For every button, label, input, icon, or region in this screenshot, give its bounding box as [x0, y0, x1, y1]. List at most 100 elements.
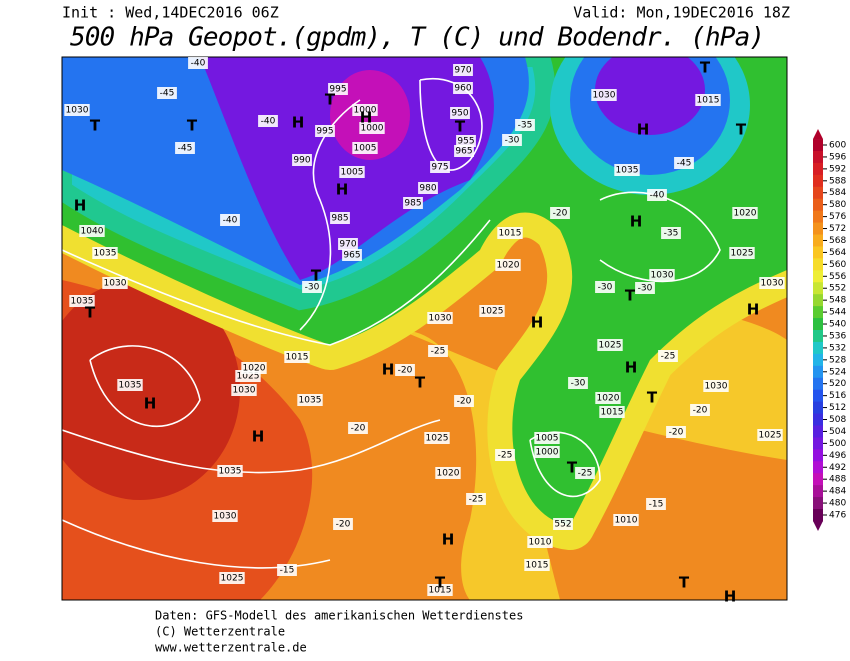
colorbar-label: 556 [829, 272, 846, 282]
map-label: -40 [650, 191, 665, 201]
label-box [359, 122, 385, 134]
label-box [456, 135, 476, 147]
label-box [342, 249, 362, 261]
label-box [595, 392, 621, 404]
colorbar-label: 580 [829, 200, 846, 210]
pressure-center: T [311, 267, 322, 285]
map-label: -30 [305, 283, 320, 293]
pressure-center: H [74, 197, 87, 215]
colorbar-label: 536 [829, 331, 846, 341]
map-label: 965 [455, 147, 472, 157]
label-box [92, 247, 118, 259]
colorbar-label: 584 [829, 188, 846, 198]
colorbar-swatch [813, 377, 823, 391]
map-label: 1030 [429, 314, 452, 324]
pressure-center: T [415, 374, 426, 392]
pressure-center: H [360, 109, 373, 127]
label-box [424, 432, 450, 444]
map-label: 1000 [361, 124, 384, 134]
pressure-center: T [567, 459, 578, 477]
colorbar-end [813, 520, 823, 531]
label-box [695, 94, 721, 106]
map-label: -30 [571, 379, 586, 389]
label-box [231, 384, 257, 396]
map-label: 1035 [71, 297, 94, 307]
pressure-center: H [144, 395, 157, 413]
colorbar-label: 500 [829, 439, 846, 449]
map-label: 1040 [81, 227, 104, 237]
label-box [338, 238, 358, 250]
label-box [732, 207, 758, 219]
pressure-center: H [637, 121, 650, 139]
pressure-center: T [700, 59, 711, 77]
map-label: 975 [431, 163, 448, 173]
label-box [495, 449, 515, 461]
map-label: 990 [293, 156, 310, 166]
colorbar-label: 476 [829, 511, 846, 521]
label-box [646, 498, 666, 510]
map-label: 1005 [341, 168, 364, 178]
map-label: 970 [454, 66, 471, 76]
colorbar-swatch [813, 234, 823, 247]
colorbar-swatch [813, 461, 823, 474]
colorbar-label: 540 [829, 320, 846, 330]
label-box [69, 295, 95, 307]
colorbar-label: 548 [829, 296, 846, 306]
map-label: 1035 [119, 381, 142, 391]
label-box [418, 182, 438, 194]
map-label: 1030 [233, 386, 256, 396]
pressure-center: T [625, 287, 636, 305]
colorbar-swatch [813, 294, 823, 307]
label-box [527, 536, 553, 548]
pressure-center: T [647, 389, 658, 407]
label-box [352, 142, 378, 154]
label-box [466, 493, 486, 505]
colorbar-label: 504 [829, 427, 846, 437]
colorbar-swatch [813, 174, 823, 188]
label-box [292, 154, 312, 166]
footer-url: www.wetterzentrale.de [155, 641, 307, 655]
colorbar-label: 544 [829, 308, 846, 318]
label-box [690, 404, 710, 416]
label-box [515, 119, 535, 131]
map-label: 950 [451, 109, 468, 119]
map-label: 1035 [94, 249, 117, 259]
label-box [333, 518, 353, 530]
label-box [297, 394, 323, 406]
colorbar-swatch [813, 198, 823, 212]
map-label: 1030 [104, 279, 127, 289]
map-label: -25 [469, 495, 484, 505]
colorbar-label: 484 [829, 487, 846, 497]
colorbar-label: 520 [829, 379, 846, 389]
colorbar-label: 588 [829, 176, 846, 186]
label-box [454, 145, 474, 157]
map-label: -20 [336, 520, 351, 530]
map-label: -30 [598, 283, 613, 293]
colorbar-swatch [813, 473, 823, 486]
map-label: 1005 [536, 434, 559, 444]
map-label: -15 [280, 566, 295, 576]
colorbar-label: 496 [829, 451, 846, 461]
pressure-center: T [90, 117, 101, 135]
colorbar-swatch [813, 485, 823, 498]
map-label: 1015 [526, 561, 549, 571]
label-box [435, 467, 461, 479]
colorbar-swatch [813, 282, 823, 295]
label-box [568, 377, 588, 389]
label-box [188, 57, 208, 69]
colorbar-label: 576 [829, 212, 846, 222]
colorbar-label: 552 [829, 284, 846, 294]
label-box [157, 87, 177, 99]
colorbar-swatch [813, 353, 823, 367]
map-label: -25 [431, 347, 446, 357]
map-label: -45 [160, 89, 175, 99]
colorbar-swatch [813, 437, 823, 450]
colorbar-label: 572 [829, 224, 846, 234]
map [62, 57, 787, 600]
label-box [79, 225, 105, 237]
label-box [175, 142, 195, 154]
label-box [635, 282, 655, 294]
map-label: -35 [518, 121, 533, 131]
label-box [241, 362, 267, 374]
